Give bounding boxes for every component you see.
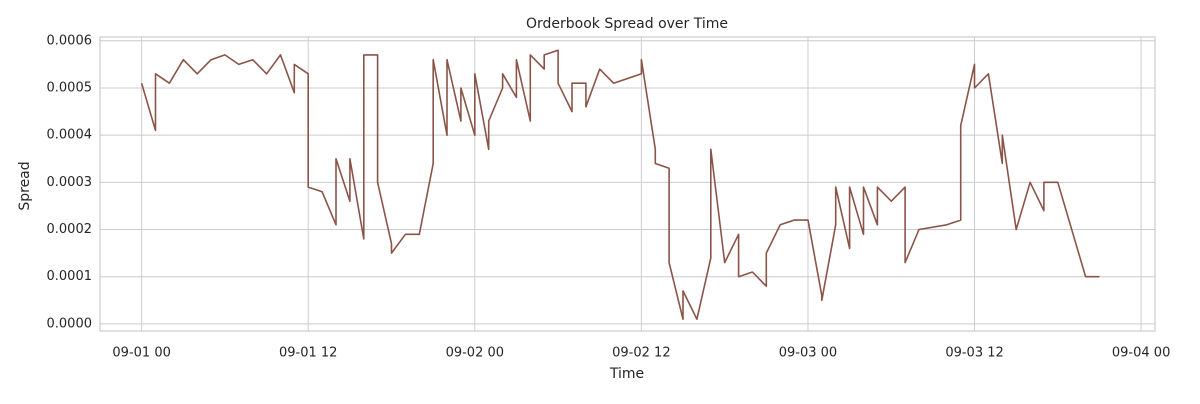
y-tick-label: 0.0000 [47,316,93,331]
x-tick-label: 09-03 12 [945,346,1003,361]
x-tick-label: 09-01 00 [112,346,170,361]
y-tick-label: 0.0004 [47,128,93,143]
y-tick-label: 0.0002 [47,222,93,237]
chart-title: Orderbook Spread over Time [526,16,728,32]
x-tick-label: 09-02 00 [446,346,504,361]
x-tick-label: 09-02 12 [612,346,670,361]
y-tick-label: 0.0003 [47,175,93,190]
x-tick-label: 09-01 12 [279,346,337,361]
y-axis-label: Spread [17,161,33,210]
plot-frame [99,36,1156,332]
x-tick-label: 09-04 00 [1112,346,1170,361]
x-axis-label: Time [609,366,644,382]
y-tick-label: 0.0006 [47,33,93,48]
data-line [140,49,1100,320]
y-tick-label: 0.0001 [47,269,93,284]
y-tick-label: 0.0005 [47,80,93,95]
x-tick-label: 09-03 00 [779,346,837,361]
